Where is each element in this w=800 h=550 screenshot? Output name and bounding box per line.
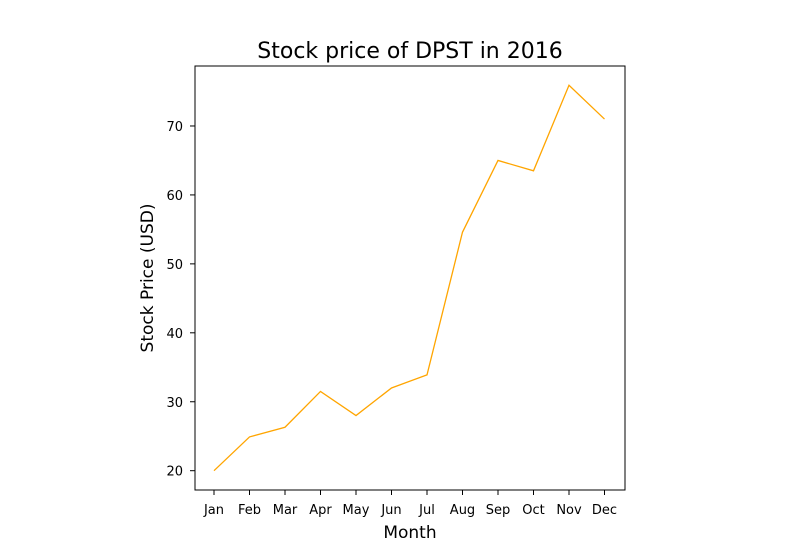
x-tick-label: Dec (592, 503, 617, 518)
y-tick-label: 40 (166, 327, 183, 342)
x-tick-label: Nov (556, 503, 582, 518)
x-tick-label: Aug (450, 503, 475, 518)
y-tick-label: 20 (166, 465, 183, 480)
x-axis-label: Month (383, 523, 436, 543)
x-tick-label: Jul (418, 503, 435, 518)
y-tick-label: 50 (166, 258, 183, 273)
y-tick-label: 60 (166, 189, 183, 204)
x-tick-label: Oct (522, 503, 544, 518)
x-tick-label: Feb (238, 503, 261, 518)
x-tick-label: Jan (203, 503, 224, 518)
chart-title: Stock price of DPST in 2016 (257, 39, 562, 64)
x-tick-label: Apr (309, 503, 332, 518)
series-line (213, 84, 605, 472)
x-tick-label: May (343, 503, 370, 518)
x-tick-label: Jun (380, 503, 401, 518)
plot-area: Jan Feb Mar Apr May Jun Jul Aug Sep Oct Nov Dec 20 30… (166, 65, 626, 518)
y-tick-label: 30 (166, 396, 183, 411)
x-tick-label: Sep (486, 503, 511, 518)
x-tick-label: Mar (273, 503, 298, 518)
y-tick-label: 70 (166, 120, 183, 135)
y-axis-label: Stock Price (USD) (138, 204, 158, 353)
plot-frame (194, 65, 626, 491)
